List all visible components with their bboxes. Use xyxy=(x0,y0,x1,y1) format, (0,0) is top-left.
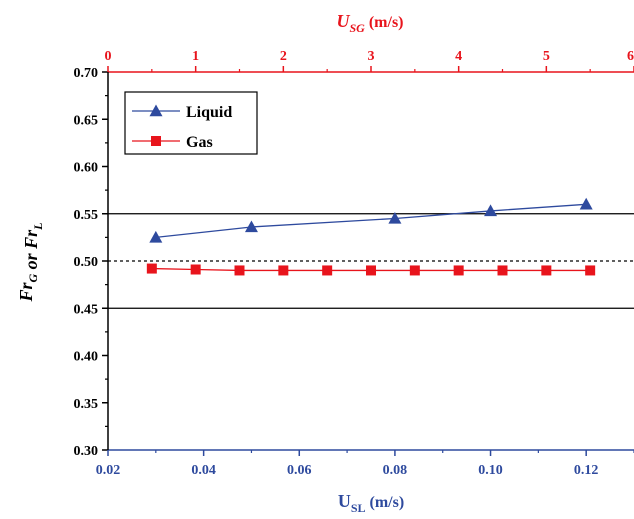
data-point xyxy=(484,204,498,217)
data-point xyxy=(409,265,420,276)
legend-label-liquid: Liquid xyxy=(186,104,232,121)
y-tick-label: 0.40 xyxy=(74,350,99,365)
data-point xyxy=(388,211,402,224)
x-tick-label: 0.02 xyxy=(96,463,121,478)
y-axis: 0.30 0.35 0.40 0.45 0.50 0.55 0.60 0.65 0.70 xyxy=(74,66,108,459)
series-line-liquid xyxy=(155,203,587,239)
y-tick-label: 0.55 xyxy=(74,208,99,223)
y-tick-label: 0.30 xyxy=(74,444,99,459)
data-point xyxy=(234,265,245,276)
y-tick-label: 0.50 xyxy=(74,255,99,270)
y-tick-label: 0.65 xyxy=(74,113,99,128)
x2-tick-label: 2 xyxy=(280,49,287,64)
x-tick-label: 0.10 xyxy=(478,463,503,478)
x-tick-label: 0.08 xyxy=(383,463,408,478)
legend-box xyxy=(124,91,258,155)
x2-tick-label: 6 xyxy=(627,49,634,64)
x2-tick-label: 0 xyxy=(105,49,112,64)
data-point xyxy=(244,220,258,233)
series-layer xyxy=(146,197,596,276)
x-tick-label: 0.12 xyxy=(574,463,599,478)
x2-tick-label: 5 xyxy=(543,49,550,64)
legend-marker xyxy=(151,136,161,146)
y-tick-label: 0.70 xyxy=(74,66,99,81)
x-axis-title: USL (m/s) xyxy=(338,491,404,515)
y-axis-title: FrG or FrL xyxy=(16,222,45,302)
y-tick-label: 0.45 xyxy=(74,302,99,317)
legend-label-gas: Gas xyxy=(186,134,213,151)
y-tick-label: 0.60 xyxy=(74,161,99,176)
series-gas xyxy=(146,263,596,276)
x2-axis-title: USG (m/s) xyxy=(337,11,404,35)
x-axis-bottom: 0.02 0.04 0.06 0.08 0.10 0.12 xyxy=(96,450,634,478)
data-point xyxy=(190,264,201,275)
legend-marker xyxy=(149,104,163,117)
legend: Liquid Gas xyxy=(124,91,258,155)
data-point xyxy=(278,265,289,276)
x-tick-label: 0.04 xyxy=(191,463,216,478)
data-point xyxy=(541,265,552,276)
data-point xyxy=(322,265,333,276)
data-point xyxy=(497,265,508,276)
data-point xyxy=(149,230,163,243)
data-point xyxy=(585,265,596,276)
data-point xyxy=(453,265,464,276)
x2-tick-label: 4 xyxy=(455,49,462,64)
data-point xyxy=(579,197,593,210)
data-point xyxy=(366,265,376,276)
x-axis-top: 0 1 2 3 4 5 6 xyxy=(105,49,634,72)
data-point xyxy=(146,263,157,274)
reference-lines xyxy=(108,213,634,309)
x2-tick-label: 3 xyxy=(368,49,375,64)
x-tick-label: 0.06 xyxy=(287,463,312,478)
series-liquid xyxy=(149,197,593,243)
x2-tick-label: 1 xyxy=(192,49,199,64)
y-tick-label: 0.35 xyxy=(74,397,99,412)
